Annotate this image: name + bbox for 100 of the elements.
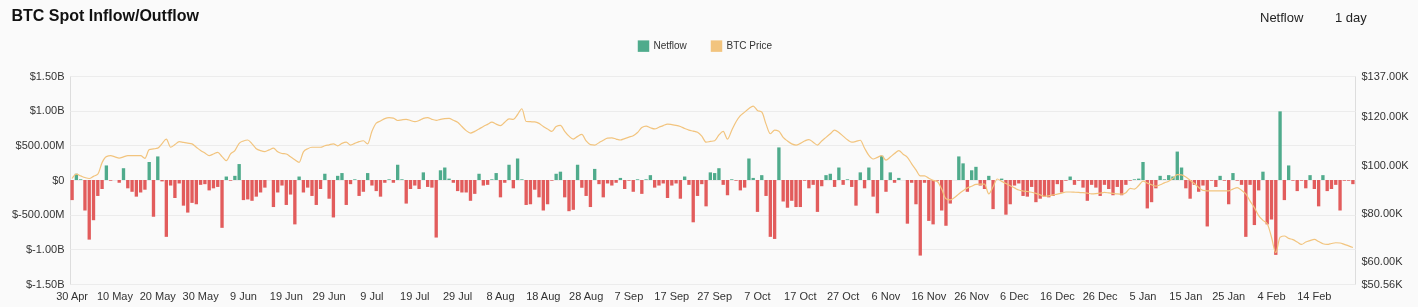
y2-tick-label: $60.00K xyxy=(1361,254,1404,267)
bar xyxy=(794,180,798,208)
text: Netflow xyxy=(1260,10,1304,25)
bar xyxy=(631,180,635,192)
bar xyxy=(417,180,421,190)
bar xyxy=(485,180,490,185)
x-tick-label: 27 Sep xyxy=(697,289,733,302)
bar xyxy=(1167,175,1171,180)
bar xyxy=(554,173,558,180)
bar xyxy=(425,180,430,187)
bar xyxy=(434,180,438,238)
bar xyxy=(1286,165,1291,180)
chart-title: BTC Spot Inflow/Outflow xyxy=(11,7,200,24)
bar xyxy=(665,180,670,199)
bar xyxy=(391,180,396,183)
bar xyxy=(640,180,644,194)
x-tick-label: 28 Aug xyxy=(569,289,604,302)
bar xyxy=(186,180,190,213)
bar xyxy=(254,180,258,197)
bar xyxy=(1072,180,1077,185)
bar xyxy=(237,164,241,180)
bar xyxy=(1141,161,1145,180)
bar xyxy=(134,180,139,197)
bar xyxy=(824,175,828,180)
bar xyxy=(897,177,901,180)
bar xyxy=(70,180,74,201)
x-tick-label: 20 May xyxy=(139,289,177,302)
y-tick-label: $-500.00M xyxy=(11,208,65,221)
bar xyxy=(284,180,288,205)
bar xyxy=(241,180,246,201)
bar xyxy=(1231,173,1235,180)
bar xyxy=(657,180,661,186)
bar xyxy=(481,180,485,186)
bar xyxy=(991,180,995,210)
bar xyxy=(854,180,858,206)
bar xyxy=(271,180,276,208)
bar xyxy=(944,180,948,226)
bar xyxy=(888,172,892,180)
y2-tick-label: $120.00K xyxy=(1361,110,1410,123)
bar xyxy=(772,180,777,239)
text: 1 day xyxy=(1335,10,1368,25)
bar xyxy=(494,173,498,180)
y2-tick-label: $80.00K xyxy=(1361,206,1404,219)
bar xyxy=(832,180,837,187)
bar xyxy=(588,180,593,208)
y-tick-label: $0 xyxy=(52,173,65,186)
bar xyxy=(220,180,224,228)
bar xyxy=(678,180,683,199)
bar xyxy=(438,170,443,180)
x-tick-label: 18 Aug xyxy=(526,289,561,302)
bar xyxy=(614,180,618,183)
bar xyxy=(1278,111,1282,180)
y-tick-label: $1.00B xyxy=(29,104,65,117)
bar xyxy=(173,180,177,199)
bar xyxy=(1308,175,1312,180)
bar xyxy=(460,180,464,193)
x-tick-label: 5 Jan xyxy=(1129,289,1157,302)
bar xyxy=(366,173,370,180)
bar xyxy=(1218,175,1222,180)
bar xyxy=(717,168,721,180)
bar xyxy=(807,180,811,189)
bar xyxy=(708,172,713,180)
x-tick-label: 26 Nov xyxy=(954,289,990,302)
y-tick-label: $-1.00B xyxy=(25,242,65,255)
bar xyxy=(421,172,426,180)
y-tick-label: $-1.50B xyxy=(25,277,65,290)
bar xyxy=(1021,180,1025,196)
bar xyxy=(468,180,473,201)
bar xyxy=(87,180,91,240)
bar xyxy=(323,173,327,180)
bar xyxy=(571,180,575,210)
x-tick-label: 7 Sep xyxy=(614,289,644,302)
bar xyxy=(768,180,772,237)
bar xyxy=(747,158,751,180)
bar xyxy=(117,180,121,183)
bar xyxy=(957,156,961,180)
bar xyxy=(785,180,790,208)
bar xyxy=(867,167,871,180)
bar xyxy=(147,161,151,180)
bar xyxy=(413,180,417,186)
bar xyxy=(1329,180,1334,190)
bar xyxy=(314,180,318,205)
bar xyxy=(760,175,764,180)
x-tick-label: 9 Jun xyxy=(229,289,257,302)
bar xyxy=(648,175,653,180)
bar xyxy=(567,180,571,212)
bar xyxy=(905,180,910,224)
x-tick-label: 30 Apr xyxy=(56,289,89,302)
bar xyxy=(610,180,614,186)
bar xyxy=(378,180,383,197)
bar xyxy=(918,180,922,256)
y-tick-label: $1.50B xyxy=(29,69,65,82)
y2-tick-label: $137.00K xyxy=(1361,69,1410,82)
bar xyxy=(1282,180,1287,201)
x-tick-label: 29 Jun xyxy=(312,289,346,302)
x-tick-label: 4 Feb xyxy=(1257,289,1286,302)
x-tick-label: 16 Nov xyxy=(911,289,947,302)
x-tick-label: 30 May xyxy=(182,289,220,302)
bar xyxy=(892,180,897,183)
bar xyxy=(1351,180,1355,185)
